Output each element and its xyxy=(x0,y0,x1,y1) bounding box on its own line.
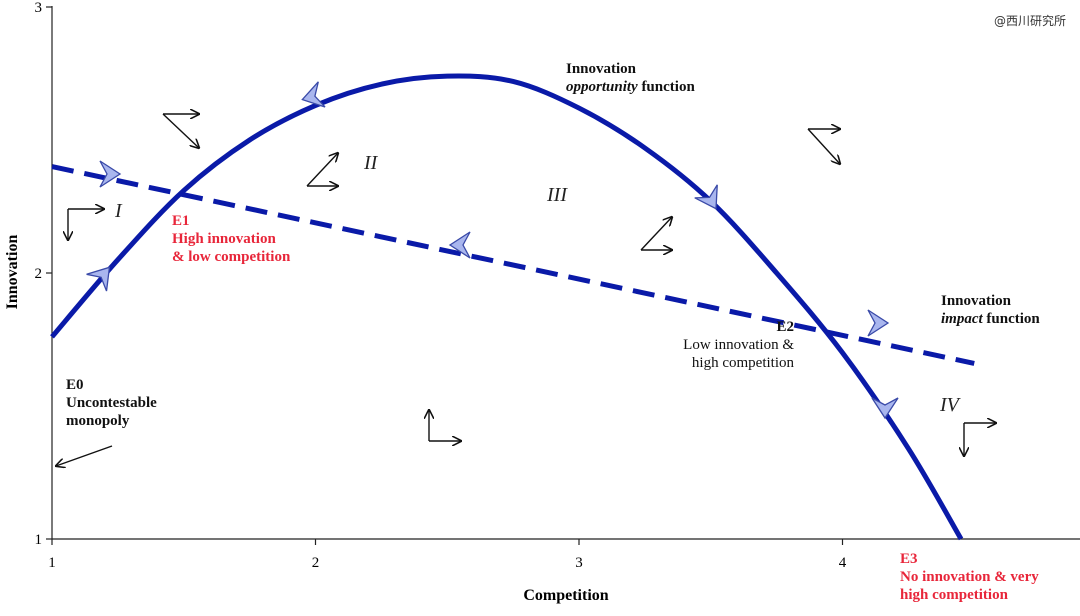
vector-arrow xyxy=(640,217,672,250)
vector-field-arrows xyxy=(56,114,996,466)
point-label-e2: E2 Low innovation & high competition xyxy=(683,319,794,371)
x-tick-label-3: 3 xyxy=(575,555,583,571)
x-tick-label-4: 4 xyxy=(839,555,847,571)
direction-chevrons xyxy=(86,81,899,420)
vector-arrow xyxy=(807,129,840,164)
region-label-i: I xyxy=(115,200,122,222)
region-label-iv: IV xyxy=(940,394,959,416)
y-tick-label-2: 2 xyxy=(35,266,43,282)
curves xyxy=(50,73,975,541)
ticks: 1 2 3 4 1 2 3 xyxy=(35,0,847,571)
series-impact-function xyxy=(51,164,975,366)
region-label-ii: II xyxy=(364,152,378,174)
vector-arrow xyxy=(429,410,461,441)
point-label-e3: E3 No innovation & very high competition xyxy=(900,551,1039,603)
series-opportunity-function xyxy=(50,73,964,541)
x-tick-label-1: 1 xyxy=(48,555,56,571)
y-axis-title: Innovation xyxy=(4,235,21,310)
impact-function-label: Innovation impact function xyxy=(941,293,1040,327)
chevron-marker xyxy=(867,309,890,337)
chevron-marker xyxy=(301,81,326,108)
axis-titles: Competition Innovation xyxy=(4,235,609,604)
point-label-e0: E0 Uncontestable monopoly xyxy=(66,377,157,429)
vector-arrow xyxy=(964,423,996,456)
watermark: @西川研究所 xyxy=(993,14,1066,28)
opportunity-function-label: Innovation opportunity function xyxy=(566,61,695,95)
e0-pointer-arrow xyxy=(56,445,113,466)
chevron-marker xyxy=(448,231,471,259)
y-tick-label-3: 3 xyxy=(35,0,43,16)
vector-arrow xyxy=(306,153,338,186)
region-label-iii: III xyxy=(547,184,567,206)
chevron-marker xyxy=(86,266,111,292)
chevron-marker xyxy=(871,397,899,420)
chevron-marker xyxy=(694,184,718,210)
chevron-marker xyxy=(99,160,122,188)
point-label-e1: E1 High innovation & low competition xyxy=(172,213,291,265)
vector-arrow xyxy=(68,209,104,240)
vector-arrow xyxy=(162,114,199,148)
x-axis-title: Competition xyxy=(523,587,608,604)
y-tick-label-1: 1 xyxy=(35,532,43,548)
x-tick-label-2: 2 xyxy=(312,555,320,571)
